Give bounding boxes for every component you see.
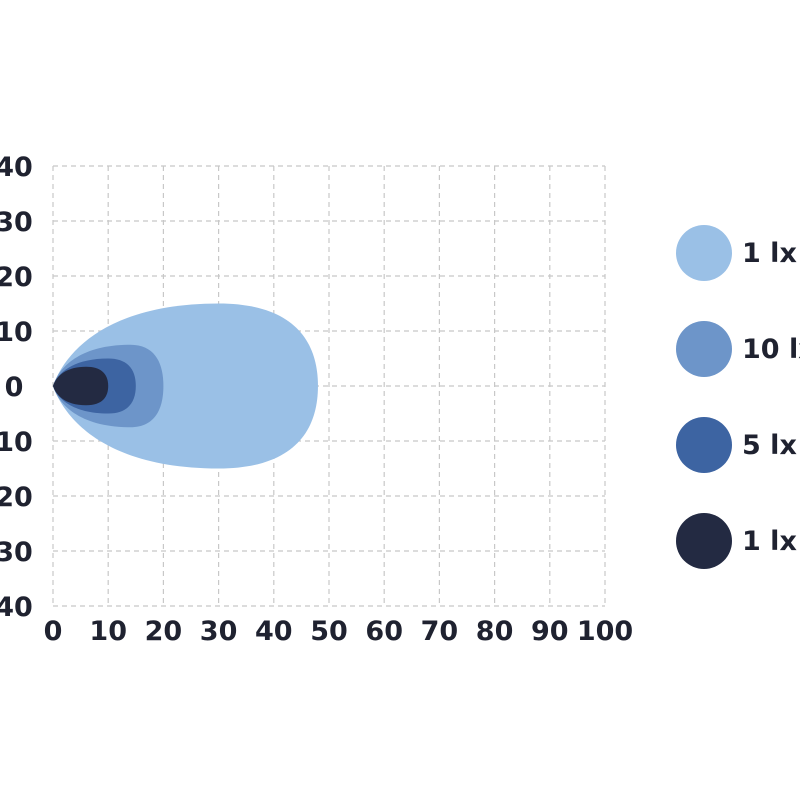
legend: 1 lx 10 lx 5 lx 1 lx (676, 205, 800, 589)
legend-swatch (676, 225, 732, 281)
y-tick-label: 10 (0, 427, 33, 458)
legend-label: 1 lx (742, 237, 797, 269)
legend-label: 5 lx (742, 429, 797, 461)
legend-item: 10 lx (676, 301, 800, 397)
x-tick-label: 100 (577, 616, 633, 647)
y-tick-label: 10 (0, 317, 33, 348)
y-axis-ticks: 40 30 20 10 0 10 20 30 40 (0, 152, 33, 623)
x-tick-label: 40 (255, 616, 293, 647)
y-tick-label: 40 (0, 592, 33, 623)
x-tick-label: 60 (365, 616, 403, 647)
legend-label: 1 lx (742, 525, 797, 557)
x-tick-label: 0 (44, 616, 63, 647)
x-tick-label: 70 (421, 616, 459, 647)
x-tick-label: 10 (89, 616, 127, 647)
y-tick-label: 30 (0, 537, 33, 568)
y-tick-label: 30 (0, 207, 33, 238)
legend-item: 5 lx (676, 397, 800, 493)
x-tick-label: 80 (476, 616, 514, 647)
legend-swatch (676, 321, 732, 377)
x-tick-label: 50 (310, 616, 348, 647)
x-tick-label: 30 (200, 616, 238, 647)
legend-item: 1 lx (676, 493, 800, 589)
x-tick-label: 20 (145, 616, 183, 647)
legend-swatch (676, 513, 732, 569)
y-tick-label: 20 (0, 482, 33, 513)
illumination-area-1 (53, 303, 318, 469)
legend-item: 1 lx (676, 205, 800, 301)
illumination-areas (53, 303, 318, 469)
legend-label: 10 lx (742, 333, 800, 365)
y-tick-label: 0 (5, 372, 24, 403)
x-axis-ticks: 0 10 20 30 40 50 60 70 80 90 100 (44, 616, 634, 647)
illumination-area-4 (53, 366, 109, 406)
x-tick-label: 90 (531, 616, 569, 647)
legend-swatch (676, 417, 732, 473)
y-tick-label: 20 (0, 262, 33, 293)
y-tick-label: 40 (0, 152, 33, 183)
